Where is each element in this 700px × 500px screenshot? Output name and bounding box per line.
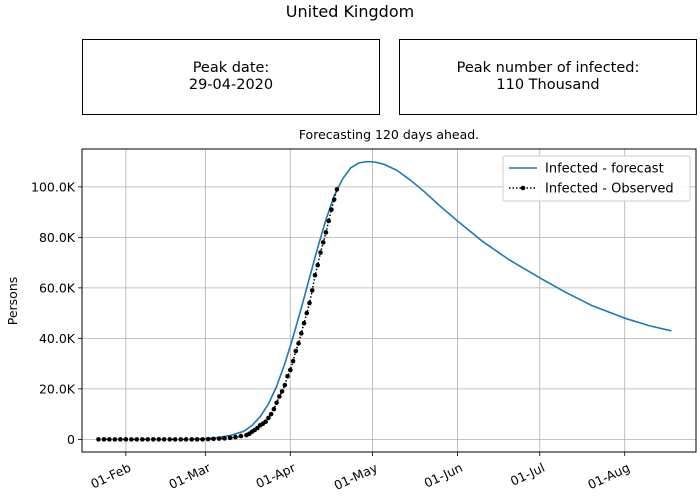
plot-frame [81,148,697,453]
observed-point [134,437,140,442]
observed-point [309,288,315,293]
observed-point [331,197,337,202]
legend: Infected - forecast Infected - Observed [502,155,691,202]
observed-point [279,389,285,394]
peak-date-label: Peak date: [192,60,270,76]
peak-date-value: 29-04-2020 [188,77,274,93]
y-tick-label: 20.0K [39,381,76,396]
legend-label: Infected - Observed [545,182,674,197]
x-tick-label: 01-Aug [585,460,632,492]
observed-point [326,218,332,224]
x-tick-label: 01-Jul [508,460,547,489]
y-tick-label: 0 [67,432,75,447]
observed-point [189,437,194,442]
figure-title: United Kingdom [285,2,415,21]
peak-number-value: 110 Thousand [496,77,600,93]
y-tick-label: 100.0K [31,179,76,194]
x-tick-label: 01-Jun [422,460,465,491]
observed-point [101,437,107,442]
legend-observed-marker [520,185,526,191]
observed-point [271,406,277,412]
observed-point [301,320,307,326]
x-tick-label: 01-May [332,460,381,493]
observed-point [320,240,326,245]
legend-box [502,155,691,202]
observed-point [107,437,112,442]
legend-label: Infected - forecast [545,162,664,177]
observed-point [222,436,227,441]
observed-point [277,394,282,399]
observed-point [312,272,318,278]
observed-point [140,437,145,442]
observed-point [263,419,268,425]
observed-point [200,437,205,442]
observed-point [145,437,151,442]
observed-point [216,436,222,441]
observed-point [227,435,233,441]
observed-point [150,437,156,442]
observed-point [318,250,323,255]
observed-point [118,437,123,442]
observed-point [123,437,129,442]
x-tick-label: 01-Apr [253,459,298,491]
observed-point [156,437,162,442]
y-tick-label: 60.0K [39,280,76,295]
y-tick-label: 40.0K [39,331,76,346]
observed-point [288,367,293,373]
observed-point [205,436,211,442]
x-tick-label: 01-Mar [166,459,213,492]
observed-point [329,207,334,212]
observed-point [268,411,274,417]
observed-point [323,230,329,235]
observed-point [194,437,200,442]
chart-title: Forecasting 120 days ahead. [298,127,480,142]
peak-number-box: Peak number of infected: 110 Thousand [399,39,697,115]
axes: 01-Feb 01-Mar 01-Apr 01-May 01-Jun 01-Jul 01-A… [31,179,632,493]
observed-point [290,358,296,364]
observed-point [233,434,238,440]
observed-point [211,436,216,442]
y-tick-label: 80.0K [39,230,76,245]
peak-number-label: Peak number of infected: [456,60,640,76]
observed-point [298,331,304,336]
observed-point [282,382,288,388]
grid [82,149,696,452]
observed-point [293,348,299,354]
observed-point [112,437,118,442]
observed-point [172,437,178,442]
observed-point [161,437,167,442]
observed-point [315,262,321,268]
observed-point [334,187,340,192]
observed-point [296,341,301,346]
observed-point [178,437,183,442]
observed-point [266,415,271,421]
forecast-line [191,160,672,441]
observed-point [285,373,290,379]
peak-date-box: Peak date: 29-04-2020 [82,39,380,115]
observed-point [238,433,244,439]
observed-point [167,437,173,442]
observed-point [96,437,101,442]
series-layer [96,160,672,442]
observed-point [307,300,312,306]
observed-point [274,400,279,406]
observed-line [98,189,338,441]
y-axis-label: Persons [5,277,20,326]
observed-point [129,437,134,442]
observed-point [183,437,189,442]
x-tick-label: 01-Feb [88,460,133,492]
observed-point [304,310,310,316]
